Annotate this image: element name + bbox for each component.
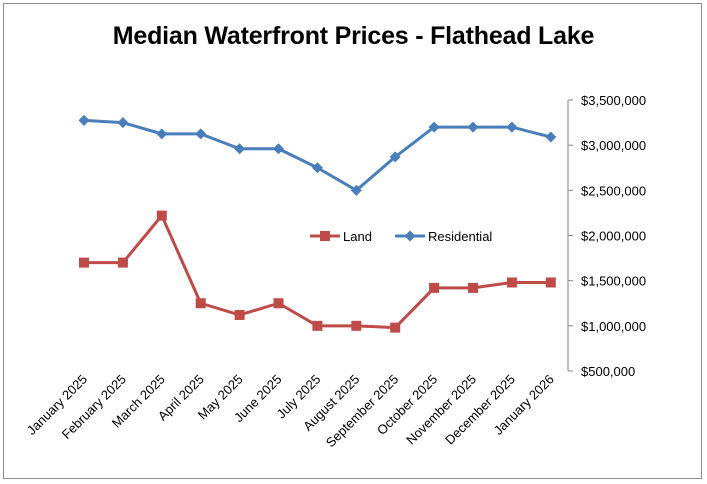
data-point-land (506, 277, 517, 288)
data-point-residential (545, 131, 557, 143)
legend-marker (404, 230, 416, 242)
legend-item-residential: Residential (395, 229, 492, 244)
data-point-land (195, 298, 206, 309)
series-layer (78, 114, 557, 333)
series-residential (78, 114, 557, 196)
y-tick-label: $1,000,000 (581, 319, 646, 334)
data-point-land (117, 257, 128, 268)
legend-label-residential: Residential (428, 229, 492, 244)
data-point-residential (467, 121, 479, 133)
data-point-land (273, 298, 284, 309)
legend-item-land: Land (310, 229, 372, 244)
data-point-residential (78, 114, 90, 126)
data-point-residential (311, 162, 323, 174)
data-point-land (545, 277, 556, 288)
y-tick-label: $1,500,000 (581, 274, 646, 289)
data-point-land (468, 282, 478, 293)
data-point-residential (389, 151, 401, 163)
legend-label-land: Land (343, 229, 372, 244)
legend-marker (320, 231, 330, 241)
chart-area (3, 3, 702, 479)
y-tick-label: $3,000,000 (581, 138, 646, 153)
y-axis: $500,000 $1,000,000 $1,500,000 $2,000,000 $2… (567, 93, 646, 379)
chart-title: Median Waterfront Prices - Flathead Lake (112, 22, 595, 50)
data-point-residential (156, 128, 168, 140)
data-point-residential (234, 143, 246, 155)
data-point-land (390, 322, 401, 333)
y-tick-label: $2,000,000 (581, 229, 646, 244)
data-point-residential (428, 121, 440, 133)
data-point-land (312, 320, 323, 331)
data-point-residential (117, 117, 129, 129)
data-point-land (79, 257, 89, 268)
data-point-residential (350, 184, 362, 196)
data-point-residential (195, 128, 207, 140)
y-tick-label: $2,500,000 (581, 183, 646, 198)
legend: Land Residential (310, 229, 492, 244)
series-line-residential (83, 118, 552, 192)
data-point-land (351, 320, 362, 331)
x-tick-label: December 2025 (442, 372, 518, 448)
data-point-residential (273, 143, 284, 155)
y-tick-label: $500,000 (581, 364, 635, 379)
data-point-residential (506, 121, 518, 133)
series-land (79, 210, 556, 333)
y-tick-label: $3,500,000 (581, 93, 646, 108)
data-point-land (234, 309, 245, 320)
data-point-land (156, 210, 167, 221)
x-tick-label: November 2025 (403, 372, 479, 448)
data-point-land (429, 282, 440, 293)
